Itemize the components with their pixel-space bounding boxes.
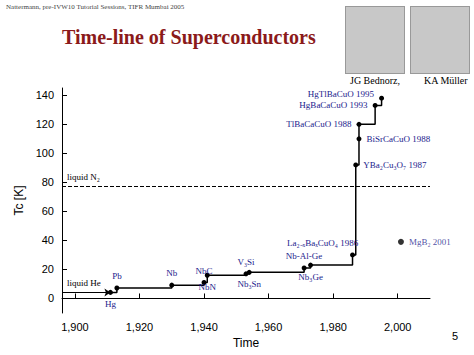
- svg-text:1,920: 1,920: [126, 321, 154, 333]
- svg-text:60: 60: [42, 205, 54, 217]
- svg-text:1,960: 1,960: [255, 321, 283, 333]
- svg-text:2,000: 2,000: [384, 321, 412, 333]
- svg-text:0: 0: [48, 292, 54, 304]
- html-text:Nattermann, pre-IVW10 Tutorial: Nattermann, pre-IVW10 Tutorial Sessions,…: [6, 3, 185, 11]
- svg-text:1,980: 1,980: [319, 321, 347, 333]
- svg-text:Nb: Nb: [166, 268, 177, 278]
- svg-text:Nb₃Sn: Nb₃Sn: [237, 279, 261, 289]
- svg-text:Time: Time: [233, 336, 260, 350]
- html-text:JG Bednorz,: JG Bednorz,: [350, 75, 400, 86]
- svg-text:140: 140: [36, 89, 54, 101]
- svg-text:La₂₋ₓBaₓCuO₄ 1986: La₂₋ₓBaₓCuO₄ 1986: [287, 238, 359, 248]
- html-text:Time-line of Superconductors: Time-line of Superconductors: [62, 26, 316, 48]
- svg-text:NbN: NbN: [199, 282, 217, 292]
- svg-text:20: 20: [42, 263, 54, 275]
- svg-text:HgTlBaCuO 1995: HgTlBaCuO 1995: [308, 89, 375, 99]
- svg-text:40: 40: [42, 234, 54, 246]
- svg-text:MgB₂ 2001: MgB₂ 2001: [409, 237, 451, 247]
- svg-text:120: 120: [36, 118, 54, 130]
- svg-text:liquid He: liquid He: [67, 278, 101, 288]
- svg-text:Tc [K]: Tc [K]: [12, 185, 26, 215]
- svg-text:Hg: Hg: [105, 299, 116, 309]
- svg-text:Nb-Al-Ge: Nb-Al-Ge: [286, 251, 323, 261]
- html-text:KA Müller: KA Müller: [424, 75, 468, 86]
- html-text:5: 5: [452, 330, 459, 342]
- svg-text:V₃Si: V₃Si: [237, 257, 255, 267]
- svg-text:1,900: 1,900: [61, 321, 89, 333]
- svg-text:Nb₃Ge: Nb₃Ge: [298, 272, 323, 282]
- svg-text:liquid N₂: liquid N₂: [67, 172, 100, 182]
- svg-text:BiSrCaCuO 1988: BiSrCaCuO 1988: [366, 134, 430, 144]
- svg-text:TlBaCaCuO 1988: TlBaCaCuO 1988: [286, 119, 352, 129]
- svg-text:1,940: 1,940: [190, 321, 218, 333]
- svg-text:NbC: NbC: [196, 266, 213, 276]
- svg-text:80: 80: [42, 176, 54, 188]
- svg-text:HgBaCaCuO 1993: HgBaCaCuO 1993: [299, 100, 368, 110]
- svg-text:YBa₂Cu₃O₇ 1987: YBa₂Cu₃O₇ 1987: [363, 160, 427, 170]
- svg-text:100: 100: [36, 147, 54, 159]
- svg-text:Pb: Pb: [112, 271, 122, 281]
